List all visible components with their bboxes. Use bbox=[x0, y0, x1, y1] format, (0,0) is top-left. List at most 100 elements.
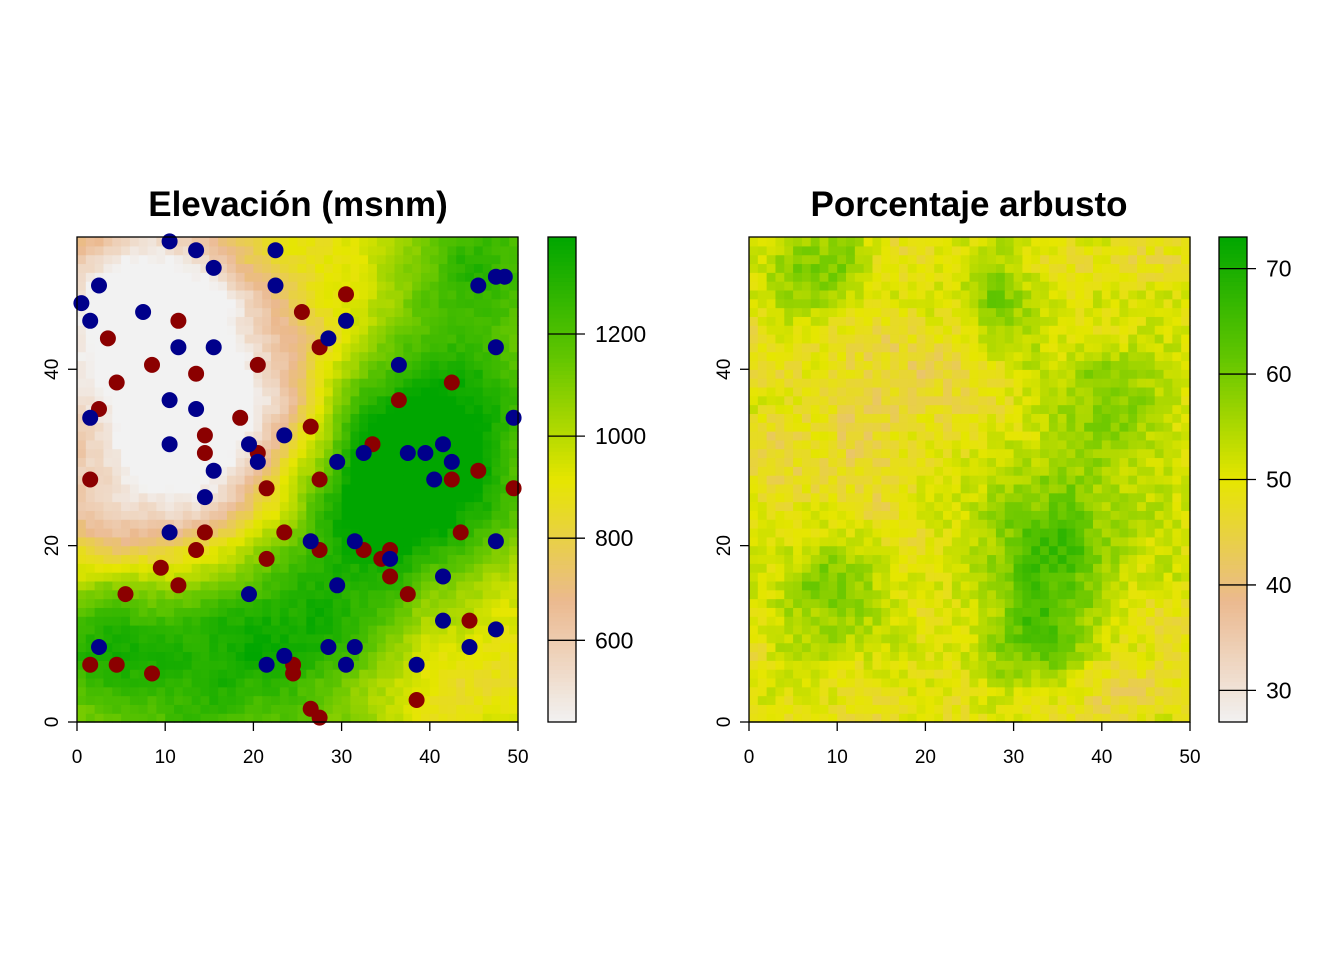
raster-cell bbox=[749, 395, 759, 406]
raster-cell bbox=[828, 616, 838, 626]
raster-cell bbox=[916, 642, 926, 653]
raster-cell bbox=[925, 448, 935, 459]
raster-cell bbox=[94, 413, 105, 423]
colorbar-segment bbox=[548, 625, 576, 630]
raster-cell bbox=[907, 704, 918, 714]
raster-cell bbox=[103, 457, 113, 467]
raster-cell bbox=[94, 386, 105, 397]
raster-cell bbox=[200, 413, 210, 423]
raster-cell bbox=[828, 633, 838, 644]
raster-cell bbox=[403, 457, 413, 467]
raster-cell bbox=[1031, 580, 1041, 591]
raster-cell bbox=[1137, 378, 1147, 388]
raster-cell bbox=[491, 245, 501, 256]
raster-cell bbox=[1101, 413, 1112, 423]
raster-cell bbox=[156, 466, 166, 476]
raster-cell bbox=[890, 378, 900, 388]
raster-cell bbox=[297, 254, 307, 265]
raster-cell bbox=[174, 642, 184, 653]
raster-cell bbox=[1004, 625, 1015, 635]
raster-cell bbox=[482, 572, 493, 582]
raster-cell bbox=[271, 536, 281, 547]
point-red bbox=[188, 365, 205, 382]
raster-cell bbox=[1013, 677, 1024, 688]
raster-cell bbox=[907, 386, 918, 397]
raster-cell bbox=[350, 281, 360, 291]
raster-cell bbox=[200, 334, 210, 344]
raster-cell bbox=[103, 448, 113, 459]
raster-cell bbox=[341, 254, 352, 265]
raster-cell bbox=[112, 695, 122, 705]
raster-cell bbox=[482, 334, 493, 344]
raster-cell bbox=[854, 580, 865, 591]
raster-cell bbox=[182, 572, 193, 582]
raster-cell bbox=[898, 448, 909, 459]
raster-cell bbox=[182, 404, 193, 414]
raster-cell bbox=[1066, 545, 1076, 556]
raster-cell bbox=[244, 386, 254, 397]
raster-cell bbox=[112, 439, 122, 450]
raster-cell bbox=[412, 457, 422, 467]
raster-cell bbox=[77, 580, 87, 591]
raster-cell bbox=[1048, 642, 1059, 653]
raster-cell bbox=[784, 528, 794, 538]
raster-cell bbox=[1110, 589, 1121, 600]
raster-cell bbox=[235, 589, 246, 600]
raster-cell bbox=[1013, 439, 1024, 450]
raster-cell bbox=[94, 572, 105, 582]
raster-cell bbox=[306, 616, 316, 626]
raster-cell bbox=[121, 395, 131, 406]
raster-cell bbox=[297, 475, 307, 485]
raster-cell bbox=[182, 466, 193, 476]
raster-cell bbox=[156, 528, 166, 538]
raster-cell bbox=[438, 528, 449, 538]
raster-cell bbox=[77, 413, 87, 423]
raster-cell bbox=[509, 272, 519, 282]
raster-cell bbox=[147, 298, 157, 309]
raster-cell bbox=[500, 607, 510, 617]
colorbar-segment bbox=[548, 604, 576, 610]
raster-cell bbox=[987, 439, 997, 450]
point-blue bbox=[487, 339, 504, 356]
raster-cell bbox=[288, 536, 299, 547]
raster-cell bbox=[112, 281, 122, 291]
raster-cell bbox=[775, 439, 785, 450]
raster-cell bbox=[200, 580, 210, 591]
raster-cell bbox=[403, 431, 413, 441]
raster-cell bbox=[500, 307, 510, 317]
raster-cell bbox=[1181, 642, 1191, 653]
raster-cell bbox=[819, 519, 829, 529]
raster-cell bbox=[262, 360, 272, 370]
raster-cell bbox=[94, 395, 105, 406]
raster-cell bbox=[509, 281, 519, 291]
raster-cell bbox=[77, 281, 87, 291]
raster-cell bbox=[1092, 448, 1103, 459]
raster-cell bbox=[77, 422, 87, 432]
raster-cell bbox=[890, 422, 900, 432]
raster-cell bbox=[819, 695, 829, 705]
raster-cell bbox=[191, 651, 202, 661]
raster-cell bbox=[1163, 677, 1173, 688]
raster-cell bbox=[218, 448, 228, 459]
raster-cell bbox=[226, 677, 237, 688]
raster-cell bbox=[854, 395, 865, 406]
raster-cell bbox=[394, 334, 404, 344]
raster-cell bbox=[156, 342, 166, 353]
raster-cell bbox=[995, 483, 1006, 494]
raster-cell bbox=[978, 563, 988, 573]
raster-cell bbox=[438, 422, 449, 432]
raster-cell bbox=[828, 554, 838, 564]
raster-cell bbox=[1057, 519, 1068, 529]
raster-cell bbox=[872, 466, 882, 476]
raster-cell bbox=[890, 492, 900, 503]
raster-cell bbox=[1048, 519, 1059, 529]
raster-cell bbox=[951, 598, 962, 608]
raster-cell bbox=[1057, 466, 1068, 476]
raster-cell bbox=[960, 625, 971, 635]
raster-cell bbox=[1013, 642, 1024, 653]
raster-cell bbox=[112, 501, 122, 511]
raster-cell bbox=[332, 572, 343, 582]
raster-cell bbox=[801, 598, 812, 608]
raster-cell bbox=[297, 457, 307, 467]
raster-cell bbox=[174, 695, 184, 705]
